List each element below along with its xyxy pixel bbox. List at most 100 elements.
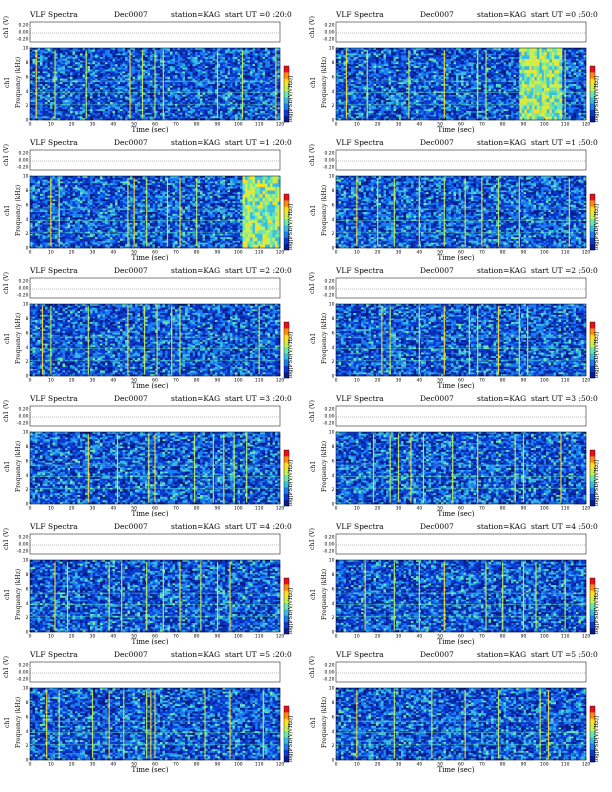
time-tick-label: 30 bbox=[396, 378, 402, 384]
panel-station: station=KAG bbox=[477, 522, 526, 532]
time-tick-label: 30 bbox=[90, 378, 96, 384]
frequency-tick-label: 2 bbox=[26, 103, 29, 109]
colorbar-frame bbox=[589, 577, 596, 635]
time-tick-label: 110 bbox=[255, 506, 264, 512]
colorbar-segment bbox=[284, 730, 289, 738]
panel-title: VLF Spectra bbox=[336, 138, 384, 148]
panel-header: VLF Spectra Dec0007 station=KAG start UT… bbox=[336, 266, 598, 276]
time-tick-label: 60 bbox=[458, 250, 464, 256]
colorbar-frame bbox=[283, 65, 290, 123]
panel-station: station=KAG bbox=[171, 10, 220, 20]
colorbar-segment bbox=[590, 353, 595, 360]
frequency-tick-label: 6 bbox=[332, 714, 335, 720]
frequency-tick-label: 8 bbox=[26, 188, 29, 194]
time-tick-label: 50 bbox=[131, 762, 137, 768]
colorbar-frame bbox=[589, 449, 596, 507]
spectrogram-panel-1: 0.20 0.00 -0.20 0 2 4 6 8 10 0 10 20 30 40 50 60 70 80 90 1… bbox=[0, 8, 300, 135]
spectrogram-noise bbox=[30, 560, 281, 633]
frequency-tick-label: 8 bbox=[332, 316, 335, 322]
panel-date: Dec0007 bbox=[420, 650, 454, 660]
channel-tick-label: 0.20 bbox=[18, 23, 28, 29]
time-axis-label: Time (sec) bbox=[110, 510, 190, 519]
panel-title: VLF Spectra bbox=[336, 650, 384, 660]
frequency-tick-label: 6 bbox=[26, 458, 29, 464]
time-tick-label: 30 bbox=[396, 506, 402, 512]
time-axis-label: Time (sec) bbox=[416, 382, 496, 391]
time-tick-label: 40 bbox=[416, 378, 422, 384]
frequency-tick-label: 10 bbox=[23, 558, 29, 564]
time-tick-label: 70 bbox=[173, 378, 179, 384]
frequency-axis-label-bottom: Frequency (kHz) bbox=[13, 564, 24, 624]
panel-header: VLF Spectra Dec0007 station=KAG start UT… bbox=[30, 10, 292, 20]
time-tick-label: 110 bbox=[561, 506, 570, 512]
channel-tick-label: 0.20 bbox=[18, 151, 28, 157]
frequency-tick-label: 4 bbox=[26, 345, 29, 351]
frequency-axis-label-top: ch1 bbox=[308, 308, 319, 368]
colorbar-label: log[PSD(V/√Hz)] bbox=[285, 452, 297, 514]
channel-axis-label: ch1 (V) bbox=[2, 16, 12, 38]
time-tick-label: 90 bbox=[521, 634, 527, 640]
time-tick-label: 10 bbox=[354, 762, 360, 768]
frequency-tick-label: 10 bbox=[329, 174, 335, 180]
time-tick-label: 80 bbox=[194, 122, 200, 128]
frequency-axis-label-top: ch1 bbox=[308, 436, 319, 496]
panel-date: Dec0007 bbox=[420, 522, 454, 532]
spectrogram-panel-6: 0.20 0.00 -0.20 0 2 4 6 8 10 0 10 20 30 40 50 60 70 80 90 1… bbox=[306, 264, 606, 391]
colorbar-segment bbox=[284, 706, 289, 713]
panel-date: Dec0007 bbox=[420, 10, 454, 20]
colorbar-segment bbox=[590, 718, 595, 725]
frequency-tick-label: 10 bbox=[329, 686, 335, 692]
channel-tick-label: -0.20 bbox=[17, 421, 29, 427]
colorbar-segment bbox=[590, 456, 595, 463]
time-tick-label: 40 bbox=[416, 634, 422, 640]
panel-date: Dec0007 bbox=[114, 266, 148, 276]
time-axis-label: Time (sec) bbox=[110, 638, 190, 647]
frequency-axis-label: ch1 Frequency (kHz) bbox=[2, 308, 24, 368]
frequency-tick-label: 2 bbox=[26, 359, 29, 365]
colorbar-segment bbox=[590, 730, 595, 738]
time-tick-label: 120 bbox=[582, 122, 591, 128]
colorbar-segment bbox=[284, 97, 289, 104]
frequency-tick-label: 6 bbox=[332, 586, 335, 592]
panel-title: VLF Spectra bbox=[30, 10, 78, 20]
spectrogram-panel-2: 0.20 0.00 -0.20 0 2 4 6 8 10 0 10 20 30 40 50 60 70 80 90 1… bbox=[306, 8, 606, 135]
channel-tick-label: 0.20 bbox=[324, 151, 334, 157]
frequency-axis-label-top: ch1 bbox=[308, 564, 319, 624]
frequency-tick-label: 8 bbox=[26, 444, 29, 450]
frequency-tick-label: 6 bbox=[332, 202, 335, 208]
time-tick-label: 30 bbox=[396, 250, 402, 256]
frequency-tick-label: 2 bbox=[332, 615, 335, 621]
time-tick-label: 20 bbox=[69, 122, 75, 128]
channel-plot-frame bbox=[335, 661, 587, 683]
colorbar-segment bbox=[284, 724, 289, 732]
colorbar-segment bbox=[284, 596, 289, 604]
time-tick-label: 120 bbox=[276, 762, 285, 768]
time-tick-label: 110 bbox=[255, 250, 264, 256]
frequency-tick-label: 0 bbox=[332, 502, 335, 508]
frequency-tick-label: 8 bbox=[26, 572, 29, 578]
colorbar-segment bbox=[590, 103, 595, 110]
colorbar-segment bbox=[284, 103, 289, 110]
time-tick-label: 10 bbox=[354, 506, 360, 512]
time-tick-label: 60 bbox=[152, 762, 158, 768]
time-tick-label: 100 bbox=[540, 250, 549, 256]
frequency-tick-label: 0 bbox=[26, 758, 29, 764]
spectrogram-panel-10: 0.20 0.00 -0.20 0 2 4 6 8 10 0 10 20 30 40 50 60 70 80 90 1… bbox=[306, 520, 606, 647]
panel-start-time: start UT =3 :50:0 bbox=[531, 394, 598, 404]
time-tick-label: 30 bbox=[396, 762, 402, 768]
frequency-tick-label: 4 bbox=[332, 473, 335, 479]
time-axis-label: Time (sec) bbox=[416, 510, 496, 519]
time-axis-label: Time (sec) bbox=[110, 254, 190, 263]
colorbar-segment bbox=[284, 499, 289, 507]
colorbar-label: log[PSD(V/√Hz)] bbox=[591, 324, 603, 386]
time-tick-label: 10 bbox=[48, 250, 54, 256]
frequency-tick-label: 2 bbox=[26, 487, 29, 493]
colorbar-segment bbox=[284, 371, 289, 379]
colorbar-segment bbox=[284, 328, 289, 335]
time-tick-label: 40 bbox=[110, 634, 116, 640]
spectrogram-noise bbox=[336, 304, 587, 377]
channel-tick-label: 0.00 bbox=[324, 670, 334, 676]
time-tick-label: 50 bbox=[131, 634, 137, 640]
frequency-axis-label-top: ch1 bbox=[2, 308, 13, 368]
